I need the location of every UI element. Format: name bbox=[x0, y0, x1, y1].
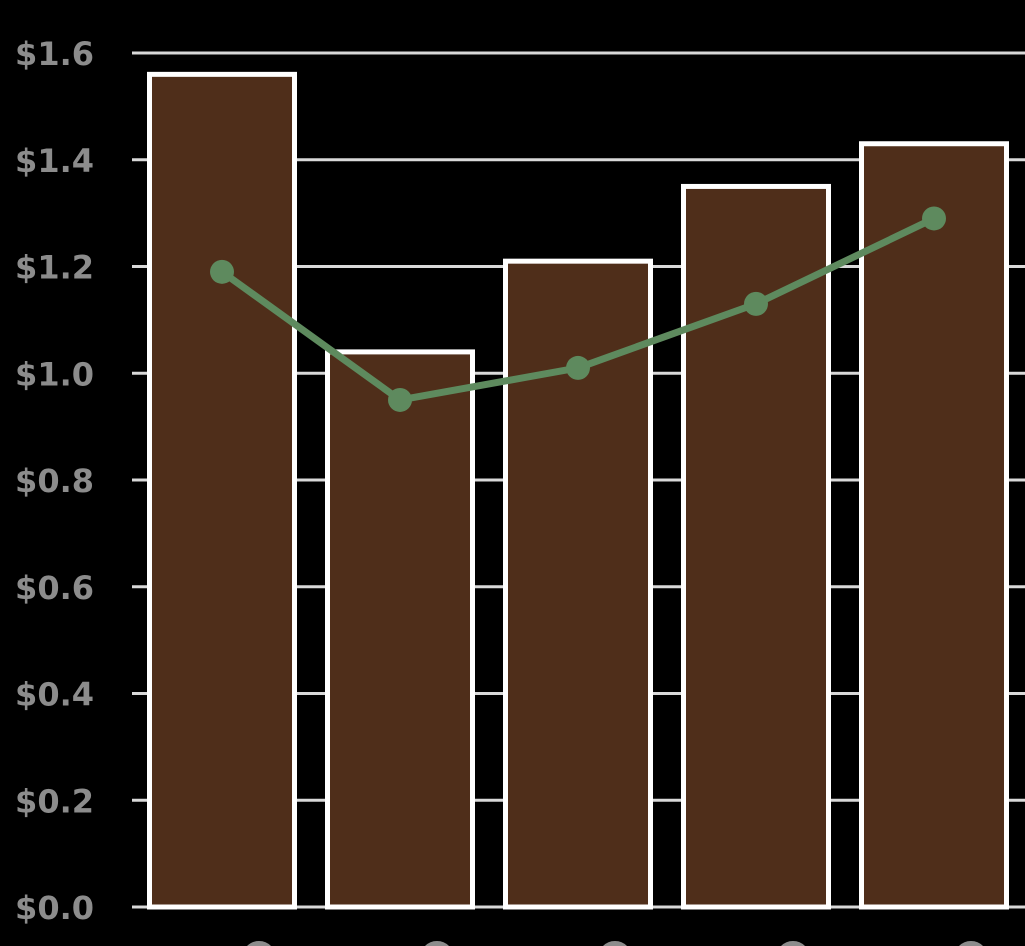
line-point bbox=[210, 259, 234, 284]
y-tick-label: $0.6 bbox=[15, 569, 94, 607]
y-tick-label: $0.8 bbox=[15, 462, 94, 500]
x-axis-tick-marks bbox=[246, 941, 984, 946]
x-tick-mark bbox=[424, 941, 450, 946]
line-point bbox=[922, 206, 946, 231]
y-tick-label: $1.2 bbox=[15, 249, 94, 287]
y-tick-label: $1.6 bbox=[15, 35, 94, 73]
bar bbox=[859, 141, 1009, 910]
y-tick-label: $0.4 bbox=[15, 676, 94, 714]
x-tick-mark bbox=[780, 941, 806, 946]
line-point bbox=[566, 355, 590, 380]
line-point bbox=[744, 291, 768, 316]
line-series bbox=[210, 206, 946, 412]
y-tick-label: $0.2 bbox=[15, 782, 94, 820]
y-tick-label: $1.4 bbox=[15, 142, 94, 180]
x-tick-mark bbox=[602, 941, 628, 946]
y-tick-label: $1.0 bbox=[15, 355, 94, 393]
x-tick-mark bbox=[246, 941, 272, 946]
y-tick-label: $0.0 bbox=[15, 889, 94, 927]
bar bbox=[147, 71, 297, 910]
x-tick-mark bbox=[958, 941, 984, 946]
line-point bbox=[388, 387, 412, 412]
bar bbox=[325, 349, 475, 910]
y-axis-tick-labels: $0.0 $0.2 $0.4 $0.6 $0.8 $1.0 $1.2 $1.4 $1.6 bbox=[15, 35, 94, 927]
